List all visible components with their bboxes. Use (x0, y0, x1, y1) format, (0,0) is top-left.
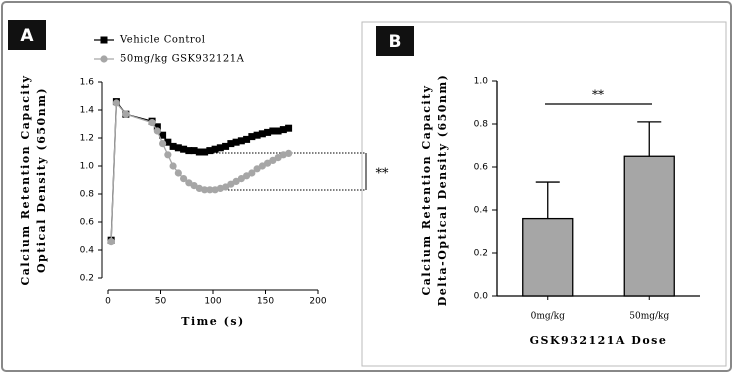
marker (159, 131, 167, 139)
marker (164, 151, 172, 159)
y-tick-label: 1.2 (80, 134, 94, 144)
x-tick-label: 0 (105, 297, 111, 307)
marker (185, 147, 193, 155)
marker (153, 127, 161, 135)
marker (180, 145, 188, 153)
x-tick-label: 100 (204, 297, 221, 307)
marker (122, 110, 130, 118)
significance: ** (592, 88, 604, 102)
marker (274, 127, 282, 135)
bar (623, 155, 675, 297)
y-axis-title: Calcium Retention Capacity (420, 84, 433, 295)
marker (269, 127, 277, 135)
x-tick-label: 50mg/kg (629, 312, 669, 322)
marker (174, 169, 182, 177)
y-tick-label: 0.4 (80, 246, 95, 256)
legend-marker (100, 55, 108, 63)
marker (264, 128, 272, 136)
marker (148, 119, 156, 127)
y-tick-label: 1.0 (474, 77, 489, 87)
legend-marker (100, 36, 108, 44)
marker (190, 147, 198, 155)
legend-label: 50mg/kg GSK932121A (120, 54, 245, 65)
y-tick-label: 0.2 (474, 249, 488, 259)
y-axis-title: Delta-Optical Density (650nm) (436, 74, 449, 307)
marker (243, 135, 251, 143)
marker (169, 162, 177, 170)
marker (201, 148, 209, 156)
marker (285, 124, 293, 132)
marker (206, 186, 214, 194)
marker (248, 169, 256, 177)
panel-label: A (20, 26, 34, 46)
x-tick-label: 200 (309, 297, 326, 307)
marker (253, 131, 261, 139)
legend-label: Vehicle Control (119, 35, 205, 46)
significance: ** (376, 167, 390, 182)
panel-label-box (8, 20, 46, 50)
marker (222, 142, 230, 150)
marker (237, 137, 245, 145)
x-axis-title: Time (s) (181, 315, 244, 328)
marker (227, 140, 235, 148)
y-tick-label: 0.6 (474, 163, 489, 173)
marker (232, 138, 240, 146)
marker (216, 144, 224, 152)
x-tick-label: 50 (155, 297, 167, 307)
bar (522, 217, 574, 297)
x-tick-label: 0mg/kg (531, 312, 566, 322)
y-tick-label: 0.8 (80, 190, 95, 200)
marker (112, 99, 120, 107)
y-tick-label: 0.0 (474, 292, 489, 302)
marker (180, 175, 188, 183)
marker (164, 138, 172, 146)
marker (159, 140, 167, 148)
marker (279, 126, 287, 134)
marker (201, 186, 209, 194)
marker (285, 149, 293, 157)
y-tick-label: 0.8 (474, 120, 489, 130)
marker (258, 130, 266, 138)
y-tick-label: 0.2 (80, 274, 94, 284)
marker (206, 147, 214, 155)
marker (195, 148, 203, 156)
y-tick-label: 1.0 (80, 162, 95, 172)
marker (174, 144, 182, 152)
y-tick-label: 1.4 (80, 106, 95, 116)
y-tick-label: 0.4 (474, 206, 489, 216)
y-axis-title: Calcium Retention Capacity (19, 74, 32, 285)
y-axis-title: Optical Density (650nm) (35, 87, 48, 273)
marker (211, 145, 219, 153)
panel-label-box (376, 26, 414, 56)
panel-label: B (389, 32, 402, 52)
y-tick-label: 1.6 (80, 78, 95, 88)
marker (107, 238, 115, 246)
marker (169, 142, 177, 150)
y-tick-label: 0.6 (80, 218, 95, 228)
x-axis-title: GSK932121A Dose (530, 334, 668, 347)
marker (153, 123, 161, 131)
marker (248, 133, 256, 141)
x-tick-label: 150 (257, 297, 274, 307)
